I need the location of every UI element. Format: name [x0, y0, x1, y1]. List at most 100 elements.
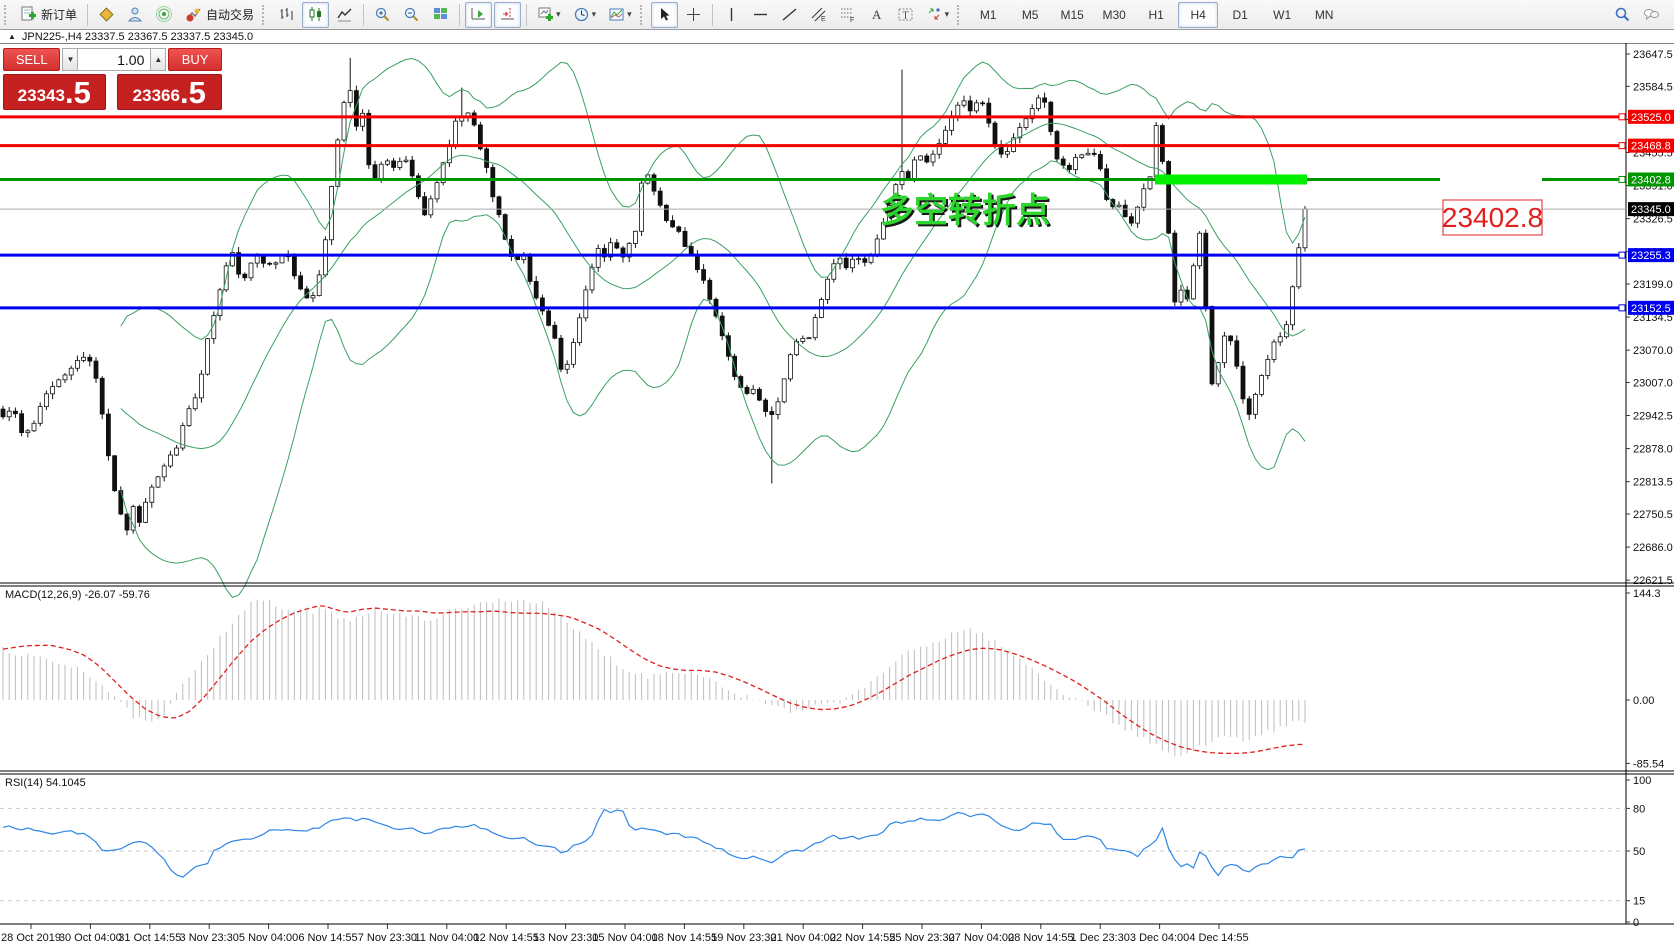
- price-badge: [1628, 138, 1674, 153]
- timeframe-m5-button[interactable]: M5: [1021, 7, 1039, 22]
- volume-increase-button[interactable]: ▲: [150, 48, 167, 71]
- time-label[interactable]: 28 Nov 14:55: [1008, 932, 1073, 944]
- profile-button[interactable]: [122, 2, 149, 28]
- candle-bullish: [1079, 154, 1085, 158]
- time-label[interactable]: 18 Nov 14:55: [652, 932, 717, 944]
- bar-chart-button[interactable]: [273, 2, 300, 28]
- candle-bullish: [329, 185, 335, 241]
- time-label[interactable]: 5 Nov 04:00: [239, 932, 298, 944]
- volume-decrease-button[interactable]: ▼: [62, 48, 79, 71]
- text-button[interactable]: A: [863, 2, 890, 28]
- time-label[interactable]: 19 Nov 23:30: [711, 932, 776, 944]
- zoom-out-button[interactable]: [398, 2, 425, 28]
- price-badge-label: 23255.3: [1631, 250, 1671, 262]
- candle-bullish: [174, 447, 180, 456]
- timeframe-m30-button[interactable]: M30: [1102, 7, 1126, 22]
- chart-shift-button[interactable]: [494, 1, 522, 28]
- toolbar-drag-handle[interactable]: [4, 4, 12, 25]
- search-button[interactable]: [1609, 2, 1636, 28]
- tile-windows-button[interactable]: [427, 2, 454, 28]
- new-order-button[interactable]: 新订单: [15, 2, 82, 28]
- zoom-in-icon: [374, 6, 391, 23]
- timeframe-m1-button[interactable]: M1: [979, 7, 997, 22]
- auto-scroll-button[interactable]: [465, 1, 493, 28]
- toolbar-drag-handle[interactable]: [262, 4, 270, 25]
- time-label[interactable]: 11 Nov 04:00: [414, 932, 479, 944]
- text-label-button[interactable]: T: [892, 2, 919, 28]
- buy-button[interactable]: BUY: [168, 48, 223, 71]
- time-label[interactable]: 27 Nov 04:00: [949, 932, 1014, 944]
- time-label[interactable]: 15 Nov 04:00: [592, 932, 657, 944]
- time-label[interactable]: 6 Nov 14:55: [298, 932, 357, 944]
- level-highlight-segment[interactable]: [1155, 174, 1307, 185]
- time-label[interactable]: 25 Nov 23:30: [889, 932, 954, 944]
- toolbar-button-label: 自动交易: [206, 8, 255, 22]
- level-anchor[interactable]: [1618, 142, 1626, 150]
- time-label[interactable]: 1 Dec 23:30: [1071, 932, 1130, 944]
- time-label[interactable]: 31 Oct 14:55: [118, 932, 181, 944]
- trendline-button[interactable]: [776, 2, 803, 28]
- periods-button[interactable]: ▾: [568, 2, 602, 28]
- annotation-text[interactable]: 多空转折点: [880, 192, 1050, 230]
- level-anchor[interactable]: [1618, 304, 1626, 312]
- time-label[interactable]: 22 Nov 14:55: [830, 932, 895, 944]
- level-anchor[interactable]: [1618, 113, 1626, 121]
- candle-bearish: [1228, 335, 1233, 342]
- collapse-arrow-icon[interactable]: ▲: [8, 32, 16, 41]
- alerts-button[interactable]: [151, 2, 178, 28]
- dropdown-caret-icon[interactable]: ▾: [556, 9, 561, 19]
- timeframe-h1-button[interactable]: H1: [1148, 7, 1164, 22]
- candle-bearish: [1098, 154, 1103, 170]
- templates-button[interactable]: ▾: [603, 2, 637, 28]
- time-label[interactable]: 7 Nov 23:30: [358, 932, 417, 944]
- zoom-in-button[interactable]: [369, 2, 396, 28]
- candle-bullish: [155, 476, 161, 488]
- time-label[interactable]: 12 Nov 14:55: [473, 932, 538, 944]
- timeframe-d1-button[interactable]: D1: [1232, 7, 1248, 22]
- dropdown-caret-icon[interactable]: ▾: [944, 9, 950, 19]
- time-label[interactable]: 4 Dec 14:55: [1189, 932, 1248, 944]
- timeframe-m15-button[interactable]: M15: [1060, 7, 1084, 22]
- timeframe-mn-button[interactable]: MN: [1314, 7, 1334, 22]
- time-label[interactable]: 13 Nov 23:30: [533, 932, 598, 944]
- sell-price[interactable]: 23343.5: [3, 74, 106, 110]
- candle-bearish: [546, 310, 551, 326]
- candle-bearish: [1246, 398, 1252, 415]
- price-callout-box[interactable]: [1442, 199, 1543, 236]
- annotation-text[interactable]: 多空转折点: [882, 194, 1052, 232]
- rsi-tick-label: 0: [1633, 917, 1639, 929]
- new-chart-button[interactable]: ▾: [532, 2, 566, 28]
- sell-button[interactable]: SELL: [3, 48, 61, 71]
- fibonacci-button[interactable]: F: [834, 2, 861, 28]
- line-chart-button[interactable]: [331, 2, 358, 28]
- buy-price[interactable]: 23366.5: [116, 74, 222, 110]
- candlestick-button[interactable]: [302, 1, 330, 28]
- dropdown-caret-icon[interactable]: ▾: [591, 9, 597, 19]
- auto-trading-button[interactable]: 自动交易: [180, 2, 259, 28]
- chart-area[interactable]: 28 Oct 2019 30 Oct 04:00 31 Oct 14:55 3 Nov…: [0, 42, 1674, 950]
- level-anchor[interactable]: [1618, 175, 1626, 183]
- crosshair-button[interactable]: [680, 2, 707, 28]
- time-label[interactable]: 3 Nov 23:30: [180, 932, 239, 944]
- templates-icon: [608, 6, 625, 23]
- cursor-button[interactable]: [650, 1, 678, 28]
- toolbar-drag-handle[interactable]: [639, 4, 648, 25]
- objects-button[interactable]: [93, 2, 120, 28]
- channel-button[interactable]: E: [805, 2, 832, 28]
- timeframe-w1-button[interactable]: W1: [1273, 7, 1292, 22]
- time-label[interactable]: 21 Nov 04:00: [770, 932, 835, 944]
- price-tick-label: 22621.5: [1633, 575, 1673, 587]
- time-label[interactable]: 3 Dec 04:00: [1130, 932, 1189, 944]
- volume-input[interactable]: [78, 48, 151, 71]
- chat-button[interactable]: [1638, 2, 1665, 28]
- dropdown-caret-icon[interactable]: ▾: [627, 9, 632, 19]
- time-label[interactable]: 28 Oct 2019: [1, 932, 61, 944]
- timeframe-h4-button[interactable]: H4: [1178, 1, 1219, 28]
- vertical-line-button[interactable]: [718, 2, 745, 28]
- horizontal-line-button[interactable]: [747, 2, 774, 28]
- arrows-button[interactable]: ▾: [921, 2, 955, 28]
- level-anchor[interactable]: [1618, 251, 1626, 259]
- toolbar-drag-handle[interactable]: [957, 4, 965, 25]
- bar-chart-icon: [278, 6, 295, 23]
- time-label[interactable]: 30 Oct 04:00: [59, 932, 122, 944]
